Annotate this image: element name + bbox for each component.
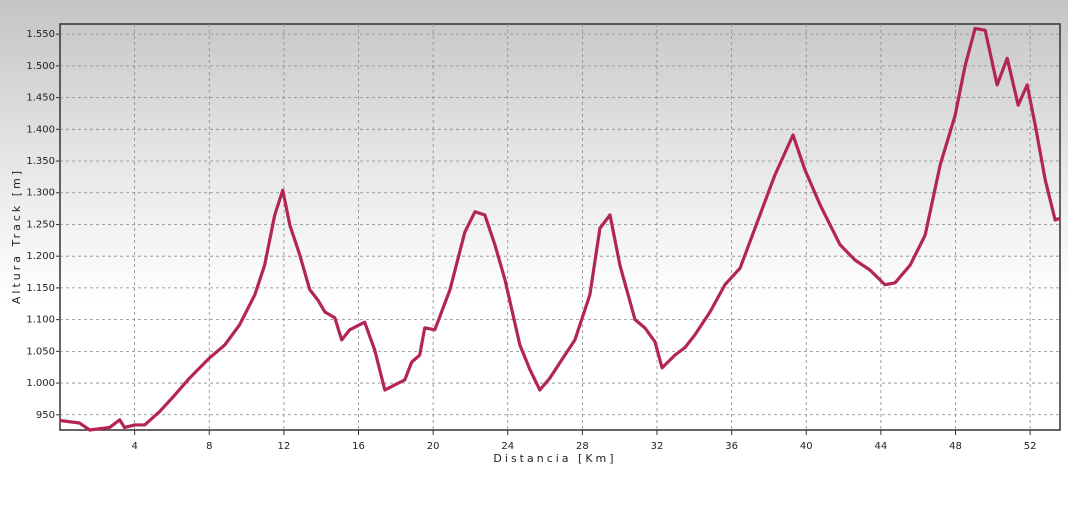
x-tick-label: 4 [131, 441, 137, 452]
x-tick-label: 24 [501, 441, 514, 452]
x-tick-label: 16 [352, 441, 365, 452]
y-tick-label: 1.450 [26, 93, 55, 104]
y-tick-label: 1.500 [26, 61, 55, 72]
y-tick-label: 1.000 [26, 378, 55, 389]
x-tick-label: 44 [875, 441, 888, 452]
x-tick-label: 20 [427, 441, 440, 452]
y-tick-label: 1.050 [26, 346, 55, 357]
elevation-line [59, 26, 1061, 432]
y-tick-label: 950 [36, 410, 55, 421]
y-tick-label: 1.400 [26, 124, 55, 135]
y-axis-title: Altura Track [m] [10, 168, 23, 304]
x-tick-label: 32 [651, 441, 664, 452]
y-tick-label: 1.550 [26, 29, 55, 40]
x-tick-label: 12 [278, 441, 291, 452]
x-axis-title: Distancia [Km] [493, 452, 616, 465]
y-tick-label: 1.200 [26, 251, 55, 262]
x-tick-label: 52 [1024, 441, 1037, 452]
y-tick-label: 1.300 [26, 188, 55, 199]
x-tick-label: 8 [206, 441, 212, 452]
y-tick-label: 1.150 [26, 283, 55, 294]
y-tick-label: 1.250 [26, 219, 55, 230]
x-tick-label: 36 [725, 441, 738, 452]
x-tick-label: 28 [576, 441, 589, 452]
x-tick-label: 40 [800, 441, 813, 452]
y-tick-label: 1.350 [26, 156, 55, 167]
plot-frame [59, 23, 1061, 431]
y-tick-label: 1.100 [26, 315, 55, 326]
x-tick-label: 48 [949, 441, 962, 452]
